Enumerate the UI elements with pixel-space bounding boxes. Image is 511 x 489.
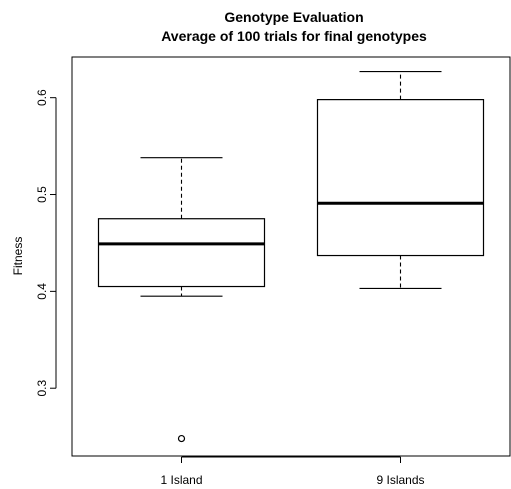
- iqr-box: [97, 218, 266, 288]
- outlier-point: [177, 434, 186, 443]
- y-tick-label: 0.4: [35, 283, 49, 300]
- chart-subtitle: Average of 100 trials for final genotype…: [161, 28, 427, 44]
- chart-title: Genotype Evaluation: [224, 9, 363, 25]
- plot-area: 0.3 0.4 0.5 0.6 1 Island 9 Islands: [35, 70, 485, 487]
- x-tick-label: 1 Island: [160, 473, 202, 487]
- iqr-box: [316, 99, 485, 257]
- y-axis-label: Fitness: [11, 237, 25, 276]
- y-tick-label: 0.3: [35, 380, 49, 397]
- y-tick-label: 0.6: [35, 89, 49, 106]
- y-tick-label: 0.5: [35, 186, 49, 203]
- plot-frame: [71, 56, 511, 457]
- x-tick-label: 9 Islands: [376, 473, 424, 487]
